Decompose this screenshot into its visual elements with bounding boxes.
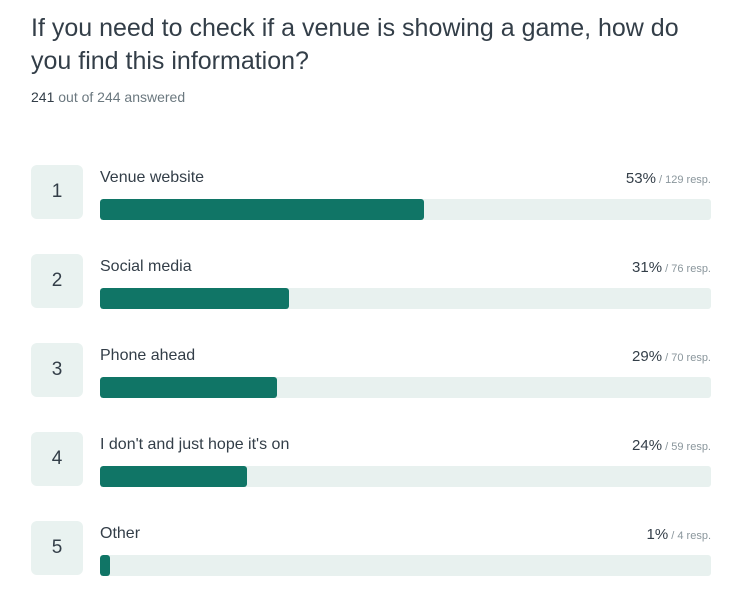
answer-stats: 1% / 4 resp.: [647, 526, 711, 544]
answer-label: Phone ahead: [100, 347, 196, 364]
bar-track: [100, 199, 711, 220]
rank-badge: 5: [31, 521, 83, 575]
answer-label: Other: [100, 525, 141, 542]
answer-stats: 29% / 70 resp.: [632, 348, 711, 366]
percent-label: 24%: [632, 437, 663, 454]
response-count-label: / 129 resp.: [655, 174, 711, 186]
bar-fill: [100, 199, 424, 220]
bar-track: [100, 377, 711, 398]
answered-total-text: out of 244 answered: [54, 89, 186, 105]
percent-label: 1%: [646, 526, 669, 543]
percent-label: 29%: [632, 348, 663, 365]
answer-stats: 53% / 129 resp.: [626, 170, 711, 188]
rank-badge: 2: [31, 254, 83, 308]
bar-fill: [100, 288, 289, 309]
rank-badge: 1: [31, 165, 83, 219]
answer-row: 2 Social media 31% / 76 resp.: [0, 254, 750, 310]
answer-row: 1 Venue website 53% / 129 resp.: [0, 165, 750, 221]
rank-badge: 3: [31, 343, 83, 397]
answer-label: Venue website: [100, 169, 205, 186]
question-title: If you need to check if a venue is showi…: [31, 14, 679, 75]
bar-track: [100, 288, 711, 309]
bar-fill: [100, 555, 110, 576]
response-count-label: / 59 resp.: [662, 441, 711, 453]
answer-row: 4 I don't and just hope it's on 24% / 59 r…: [0, 432, 750, 488]
answer-row: 5 Other 1% / 4 resp.: [0, 521, 750, 577]
answer-stats: 31% / 76 resp.: [632, 259, 711, 277]
rank-badge: 4: [31, 432, 83, 486]
response-count-label: / 4 resp.: [668, 530, 711, 542]
bar-fill: [100, 466, 247, 487]
answer-label: Social media: [100, 258, 192, 275]
answer-row: 3 Phone ahead 29% / 70 resp.: [0, 343, 750, 399]
answer-label: I don't and just hope it's on: [100, 436, 290, 453]
answered-count: 241: [31, 89, 55, 105]
bar-track: [100, 466, 711, 487]
response-count-label: / 76 resp.: [662, 263, 711, 275]
response-count-label: / 70 resp.: [662, 352, 711, 364]
bar-track: [100, 555, 711, 576]
answered-summary: 241 out of 244 answered: [31, 89, 185, 105]
percent-label: 31%: [632, 259, 663, 276]
bar-fill: [100, 377, 277, 398]
answer-stats: 24% / 59 resp.: [632, 437, 711, 455]
percent-label: 53%: [625, 170, 656, 187]
